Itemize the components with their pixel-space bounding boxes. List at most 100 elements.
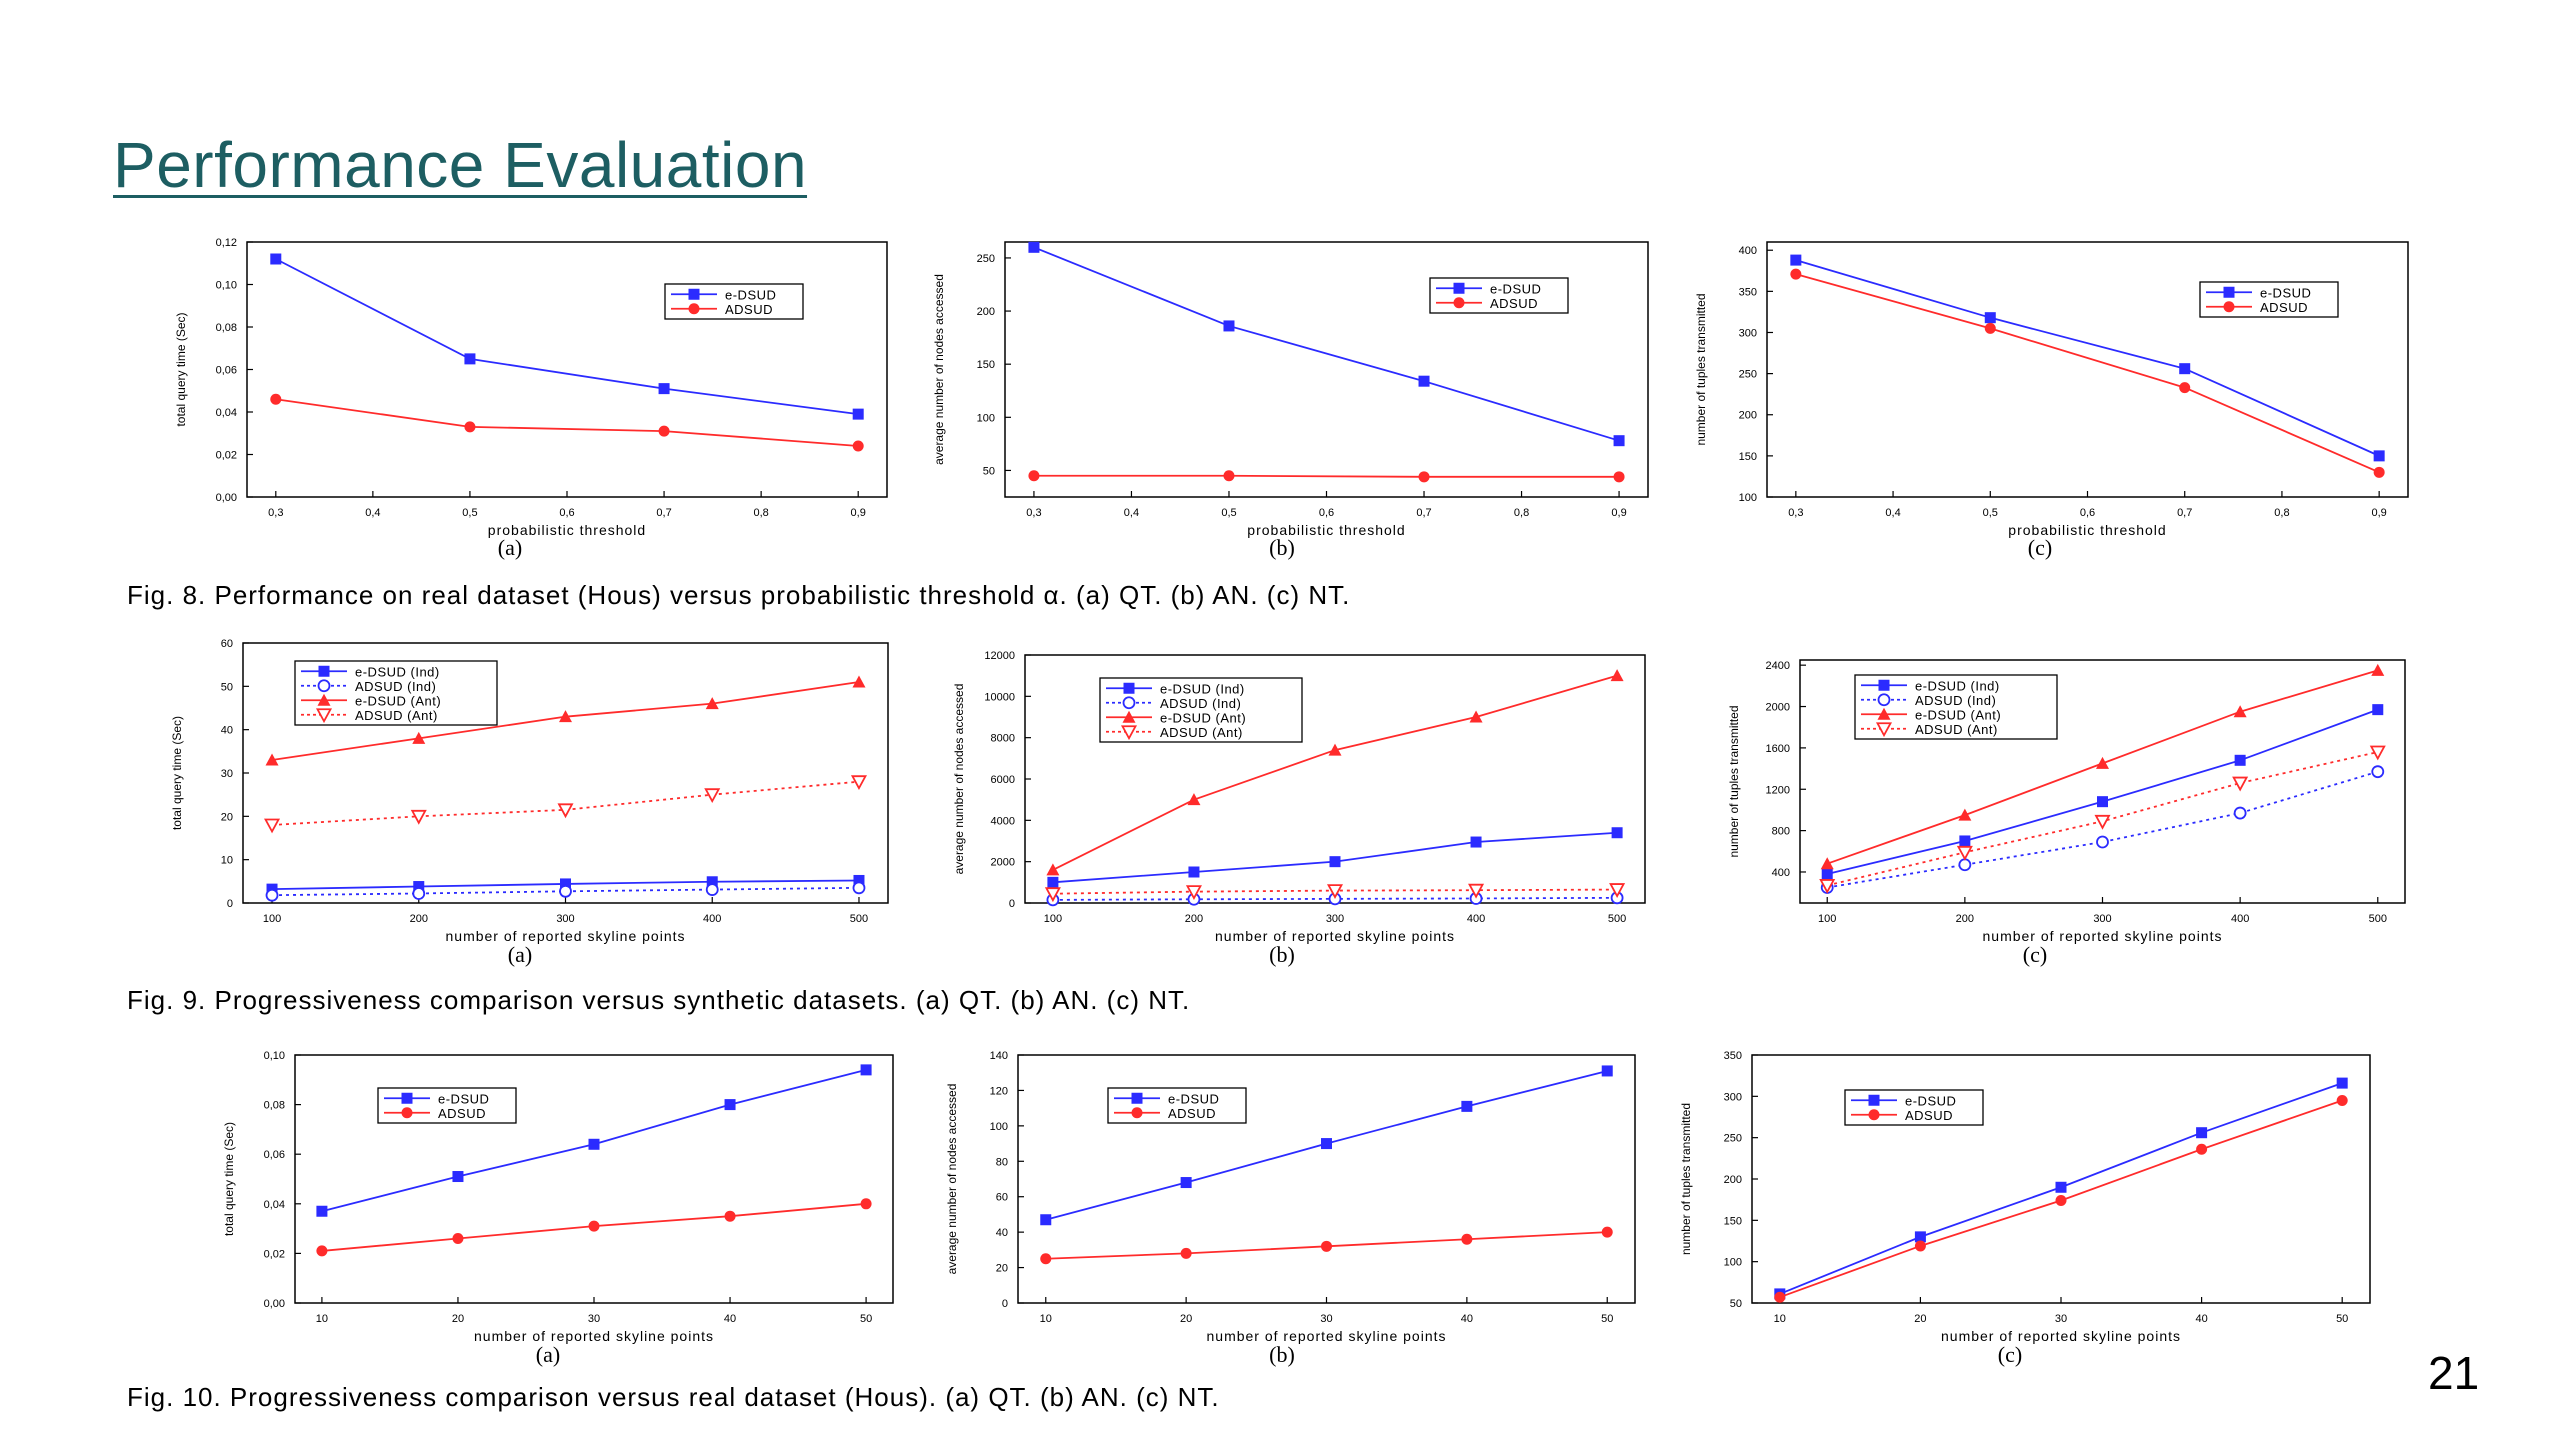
- legend-label: e-DSUD: [1490, 281, 1541, 296]
- legend-marker: [1123, 682, 1135, 694]
- data-point: [1601, 1065, 1613, 1077]
- y-tick-label: 30: [221, 768, 233, 780]
- data-point: [2233, 705, 2247, 718]
- subfigure-label: (b): [1269, 1342, 1295, 1367]
- legend: [664, 283, 804, 320]
- x-tick-label: 400: [703, 913, 721, 925]
- legend-label: e-DSUD: [1905, 1093, 1956, 1108]
- data-point: [1047, 876, 1059, 888]
- legend: [2199, 281, 2339, 318]
- legend-marker: [1877, 693, 1891, 707]
- chart-f8a: 0,3 0,4 0,5 0,6 0,7 0,8 0,9 0,00 0,02 0,04 0,06 0,0…: [174, 237, 888, 560]
- legend-marker: [688, 303, 700, 315]
- fig9-caption: Fig. 9. Progressiveness comparison versu…: [127, 985, 1191, 1015]
- data-point: [1326, 884, 1344, 899]
- data-point: [559, 710, 572, 723]
- legend-label: ADSUD: [438, 1106, 486, 1121]
- y-tick-label: 100: [977, 412, 995, 424]
- y-tick-label: 0,10: [216, 280, 237, 292]
- data-point: [410, 809, 427, 825]
- series-line: [275, 258, 859, 416]
- y-tick-label: 2000: [991, 857, 1015, 869]
- data-point: [1984, 322, 1996, 334]
- y-tick-label: 0: [1009, 898, 1015, 910]
- x-tick-label: 100: [1044, 913, 1062, 925]
- y-tick-label: 12000: [984, 650, 1015, 662]
- data-point: [1820, 857, 1834, 870]
- x-tick-label: 0,6: [2080, 507, 2095, 519]
- x-tick-label: 300: [556, 913, 574, 925]
- data-point: [1790, 268, 1802, 280]
- y-tick-label: 40: [221, 725, 233, 737]
- y-tick-label: 60: [221, 638, 233, 650]
- x-tick-label: 0,7: [1416, 507, 1431, 519]
- data-point: [559, 884, 572, 898]
- legend-marker: [317, 693, 331, 706]
- data-point: [2055, 1181, 2067, 1193]
- y-tick-label: 4000: [991, 815, 1015, 827]
- data-point: [860, 1064, 872, 1076]
- legend-label: e-DSUD (Ant): [1915, 707, 2001, 722]
- x-tick-label: 0,8: [2274, 507, 2289, 519]
- y-tick-label: 0,00: [216, 492, 237, 504]
- x-tick-label: 0,8: [1514, 507, 1529, 519]
- y-tick-label: 140: [990, 1050, 1008, 1062]
- y-tick-label: 150: [977, 359, 995, 371]
- x-tick-label: 0,5: [1983, 507, 1998, 519]
- y-axis-label: average number of nodes accessed: [952, 684, 966, 875]
- data-point: [1418, 375, 1430, 387]
- data-point: [452, 1171, 464, 1183]
- data-point: [1611, 827, 1623, 839]
- data-point: [1601, 1226, 1613, 1238]
- y-tick-label: 150: [1739, 451, 1757, 463]
- x-tick-label: 300: [2093, 913, 2111, 925]
- data-point: [1461, 1100, 1473, 1112]
- x-axis-label: number of reported skyline points: [1941, 1328, 2181, 1344]
- x-tick-label: 500: [850, 913, 868, 925]
- data-point: [1418, 471, 1430, 483]
- x-tick-label: 50: [860, 1313, 872, 1325]
- y-axis-label: number of tuples transmitted: [1727, 705, 1741, 857]
- x-tick-label: 0,4: [1885, 507, 1900, 519]
- data-point: [270, 253, 282, 265]
- y-tick-label: 50: [1730, 1298, 1742, 1310]
- y-tick-label: 20: [996, 1263, 1008, 1275]
- legend-label: ADSUD (Ind): [1915, 693, 1996, 708]
- data-point: [1185, 885, 1202, 901]
- x-tick-label: 100: [263, 913, 281, 925]
- legend-marker: [688, 288, 700, 300]
- x-tick-label: 50: [1601, 1313, 1613, 1325]
- x-axis-label: probabilistic threshold: [2008, 522, 2166, 538]
- y-tick-label: 350: [1739, 286, 1757, 298]
- data-point: [2179, 363, 2191, 375]
- x-tick-label: 20: [1180, 1313, 1192, 1325]
- plot-frame: [246, 241, 888, 498]
- data-point: [1044, 887, 1061, 903]
- y-tick-label: 0,12: [216, 237, 237, 249]
- x-tick-label: 50: [2336, 1313, 2348, 1325]
- y-tick-label: 2000: [1766, 702, 1790, 714]
- data-point: [265, 753, 279, 766]
- legend-marker: [401, 1107, 413, 1119]
- data-point: [852, 675, 866, 688]
- legend-label: ADSUD: [1490, 296, 1538, 311]
- x-axis-label: number of reported skyline points: [1983, 928, 2223, 944]
- data-point: [2373, 466, 2385, 478]
- data-point: [1914, 1240, 1926, 1252]
- y-tick-label: 2400: [1766, 660, 1790, 672]
- legend-marker: [1453, 297, 1465, 309]
- y-tick-label: 1600: [1766, 743, 1790, 755]
- legend-marker: [1122, 710, 1136, 723]
- y-tick-label: 0,08: [216, 322, 237, 334]
- data-point: [588, 1220, 600, 1232]
- chart-f8b: 0,3 0,4 0,5 0,6 0,7 0,8 0,9 50 100 150 200 250 proba…: [932, 241, 1649, 560]
- y-axis-label: number of tuples transmitted: [1694, 293, 1708, 445]
- legend-label: ADSUD: [725, 302, 773, 317]
- series-line: [1827, 770, 2379, 889]
- data-point: [1959, 835, 1971, 847]
- data-point: [1040, 1253, 1052, 1265]
- x-tick-label: 300: [1326, 913, 1344, 925]
- data-point: [2371, 765, 2385, 779]
- subfigure-label: (c): [2028, 535, 2052, 560]
- subfigure-label: (b): [1269, 942, 1295, 967]
